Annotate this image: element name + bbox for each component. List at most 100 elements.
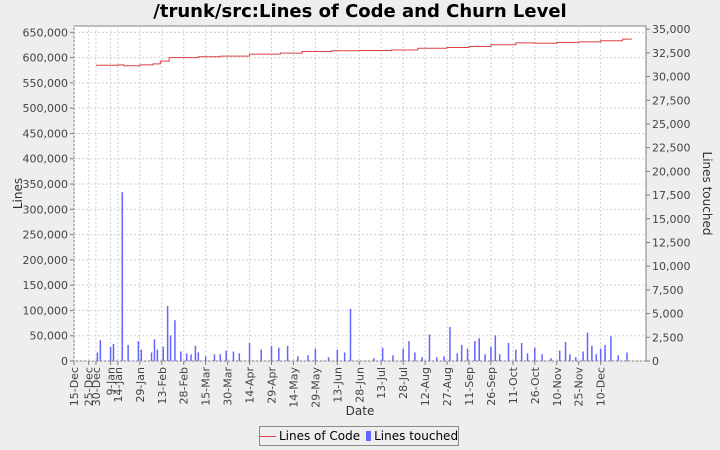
bar-lines-touched [541, 354, 543, 361]
bar-lines-touched [190, 354, 192, 361]
bar-lines-touched [534, 347, 536, 361]
bar-lines-touched [428, 334, 431, 361]
bar-lines-touched [610, 336, 612, 361]
y-right-tick-label: 10,000 [652, 260, 691, 273]
x-tick-label: 14-Apr [244, 367, 257, 404]
x-tick-label: 13-Jun [331, 367, 344, 403]
bar-lines-touched [232, 351, 235, 361]
legend-label-touched: Lines touched [374, 429, 459, 443]
y-left-tick-label: 550,000 [23, 77, 69, 90]
bar-lines-touched [494, 335, 497, 361]
bar-lines-touched [336, 349, 339, 361]
bar-lines-touched [349, 308, 352, 361]
y-left-tick-label: 350,000 [23, 178, 69, 191]
bar-lines-touched [381, 347, 384, 361]
bar-lines-touched [617, 355, 619, 361]
x-tick-label: 28-Jun [353, 367, 366, 403]
legend-item-touched: Lines touched [366, 429, 458, 443]
y-left-tick-label: 300,000 [23, 203, 69, 216]
bar-lines-touched [599, 348, 602, 361]
bar-lines-touched [498, 354, 501, 361]
bar-lines-touched [121, 192, 124, 361]
bar-lines-touched [414, 352, 416, 361]
bar-lines-touched [526, 353, 529, 361]
bar-lines-touched [564, 342, 567, 361]
legend-label-loc: Lines of Code [278, 429, 361, 443]
bar-lines-touched [449, 326, 451, 361]
bar-lines-touched [137, 341, 140, 361]
bar-lines-touched [225, 350, 227, 361]
bar-lines-touched [507, 342, 510, 361]
x-tick-label: 12-Aug [419, 367, 432, 406]
bar-lines-touched [219, 354, 222, 361]
bar-lines-touched [392, 355, 394, 361]
x-tick-label: 15-Dec [68, 367, 81, 406]
bar-lines-touched [174, 320, 176, 361]
x-tick-label: 14-Jan [112, 367, 125, 403]
bar-lines-touched [260, 349, 263, 361]
bar-lines-touched [180, 351, 182, 361]
x-tick-label: 25-Dec [83, 367, 96, 406]
bar-lines-touched [112, 343, 115, 361]
x-tick-label: 11-Oct [507, 366, 520, 404]
bar-lines-touched [153, 339, 156, 361]
x-tick-label: 10-Nov [551, 367, 564, 407]
y-right-tick-label: 25,000 [652, 118, 691, 131]
bar-lines-touched [286, 345, 289, 361]
bar-lines-touched [162, 346, 164, 361]
x-tick-label: 15-Mar [200, 367, 213, 406]
y-right-tick-label: 7,500 [652, 284, 684, 297]
y-right-tick-label: 12,500 [652, 236, 691, 249]
bar-lines-touched [604, 344, 606, 361]
chart-title: /trunk/src:Lines of Code and Churn Level [153, 1, 567, 22]
bar-lines-touched [185, 353, 188, 361]
bar-lines-touched [213, 354, 216, 361]
y-right-tick-label: 35,000 [652, 23, 691, 36]
bar-lines-touched [466, 348, 469, 361]
legend-item-loc: Lines of Code [259, 429, 361, 443]
y-left-axis-title: Lines [11, 178, 25, 209]
x-tick-label: 26-Sep [485, 367, 498, 406]
legend-swatch-loc [259, 435, 276, 437]
y-left-tick-label: 500,000 [23, 102, 69, 115]
bar-lines-touched [558, 350, 561, 361]
bar-lines-touched [194, 345, 197, 361]
bar-lines-touched [582, 351, 584, 361]
y-right-tick-label: 27,500 [652, 94, 691, 107]
y-right-tick-label: 17,500 [652, 189, 691, 202]
bar-lines-touched [204, 356, 207, 361]
x-tick-label: 10-Dec [595, 367, 608, 406]
x-axis-title: Date [346, 404, 375, 418]
bar-lines-touched [343, 352, 346, 361]
y-right-tick-label: 30,000 [652, 71, 691, 84]
bar-lines-touched [520, 342, 523, 361]
bar-lines-touched [307, 355, 309, 361]
y-left-tick-label: 50,000 [30, 330, 69, 343]
bar-lines-touched [575, 357, 577, 361]
y-left-tick-label: 0 [61, 355, 68, 368]
x-tick-label: 29-Apr [265, 367, 278, 404]
bar-lines-touched [490, 346, 492, 361]
bar-lines-touched [169, 335, 172, 361]
y-right-tick-label: 15,000 [652, 213, 691, 226]
x-tick-label: 25-Nov [573, 367, 586, 407]
bar-lines-touched [626, 352, 628, 361]
legend-swatch-touched [366, 431, 372, 441]
bar-lines-touched [150, 352, 153, 361]
bar-lines-touched [569, 354, 571, 361]
bar-lines-touched [460, 344, 463, 361]
bar-lines-touched [197, 352, 200, 361]
bar-lines-touched [166, 306, 169, 361]
bar-lines-touched [127, 344, 129, 361]
bar-lines-touched [550, 358, 552, 361]
bar-lines-touched [408, 341, 410, 361]
y-right-tick-label: 20,000 [652, 165, 691, 178]
line-lines-of-code [95, 38, 632, 67]
x-tick-label: 27-Aug [441, 367, 454, 406]
x-tick-label: 11-Sep [463, 367, 476, 406]
x-tick-label: 29-Jan [134, 367, 147, 403]
bar-lines-touched [595, 354, 598, 361]
y-right-tick-label: 32,500 [652, 47, 691, 60]
x-tick-label: 14-May [287, 367, 300, 408]
